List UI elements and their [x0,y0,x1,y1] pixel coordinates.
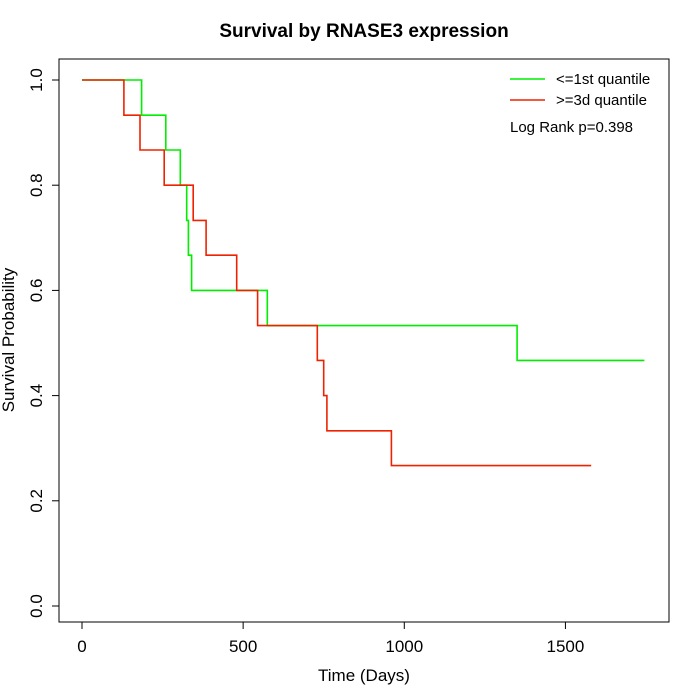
y-tick-label: 0.8 [27,173,46,197]
legend-label-low: <=1st quantile [556,71,650,88]
y-tick-label: 0.0 [27,594,46,618]
x-tick-label: 0 [77,637,86,656]
x-tick-label: 1500 [547,637,585,656]
y-tick-label: 0.2 [27,489,46,513]
y-tick-label: 1.0 [27,68,46,92]
legend-label-high: >=3d quantile [556,92,647,109]
y-tick-label: 0.4 [27,384,46,408]
x-tick-label: 1000 [385,637,423,656]
x-tick-label: 500 [229,637,257,656]
legend: <=1st quantile >=3d quantile [510,71,650,109]
chart-title: Survival by RNASE3 expression [219,21,508,42]
survival-curve-high [82,79,592,467]
x-axis: 0 500 1000 1500 [77,621,585,656]
y-axis: 0.0 0.2 0.4 0.6 0.8 1.0 [27,68,60,618]
series-layer [82,79,645,467]
log-rank-annotation: Log Rank p=0.398 [510,119,633,136]
y-tick-label: 0.6 [27,279,46,303]
x-axis-label: Time (Days) [318,666,410,685]
y-axis-label: Survival Probability [0,267,18,412]
